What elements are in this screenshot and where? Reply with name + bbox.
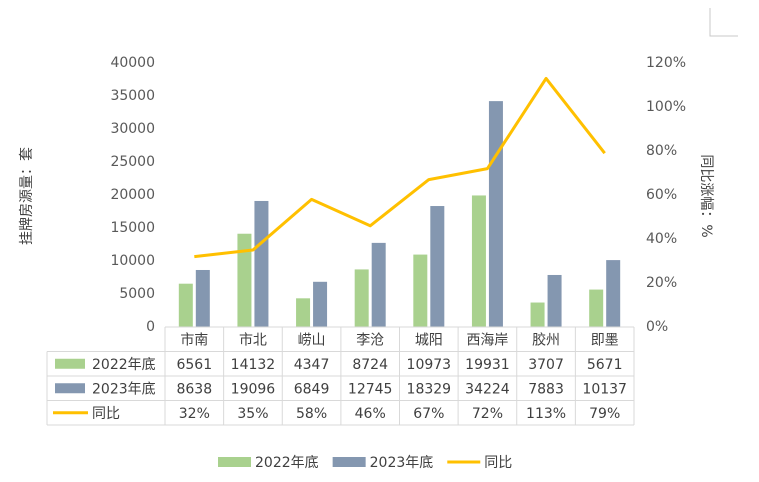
category-label: 西海岸 <box>466 332 508 348</box>
legend-label: 2023年底 <box>370 455 434 471</box>
table-cell: 35% <box>237 406 268 422</box>
table-cell: 32% <box>179 406 210 422</box>
table-cell: 5671 <box>587 357 623 373</box>
bar-1-4 <box>430 206 445 327</box>
bar-1-6 <box>547 274 562 327</box>
table-cell: 8724 <box>352 357 388 373</box>
bar-0-4 <box>413 254 428 327</box>
y-tick-label: 20000 <box>110 187 155 203</box>
bar-1-1 <box>254 200 269 327</box>
bar-0-1 <box>237 233 252 327</box>
table-cell: 10973 <box>407 357 452 373</box>
table-cell: 79% <box>589 406 620 422</box>
bar-0-2 <box>296 298 311 327</box>
right-axis-ticks: 0% 20% 40% 60% 80% 100% 120% <box>646 55 686 335</box>
line-series <box>194 76 606 259</box>
bar-1-2 <box>313 281 328 327</box>
bar-1-5 <box>488 101 503 327</box>
y-tick-label: 30000 <box>110 121 155 137</box>
table-cell: 18329 <box>407 381 452 397</box>
y2-tick-label: 60% <box>646 187 677 203</box>
bar-1-3 <box>371 242 386 327</box>
table-cell: 113% <box>526 406 566 422</box>
y2-tick-label: 80% <box>646 143 677 159</box>
y-axis-title: 挂牌房源量：套 <box>18 147 35 245</box>
legend-key <box>332 457 366 467</box>
bar-0-7 <box>589 289 604 327</box>
category-label: 市南 <box>180 331 208 348</box>
y-tick-label: 10000 <box>110 253 155 269</box>
y-tick-label: 0 <box>146 319 155 335</box>
line-0 <box>194 76 606 259</box>
table-cell: 19096 <box>231 381 276 397</box>
table-cell: 58% <box>296 406 327 422</box>
table-cell: 10137 <box>582 381 627 397</box>
y2-tick-label: 0% <box>646 319 668 335</box>
bar-1-7 <box>606 260 621 327</box>
y2-tick-label: 100% <box>646 99 686 115</box>
table-cell: 7883 <box>528 381 564 397</box>
table-cell: 34224 <box>465 381 510 397</box>
table-cell: 46% <box>355 406 386 422</box>
legend-key <box>218 457 251 467</box>
table-series-name: 2022年底 <box>92 357 156 373</box>
table-cell: 14132 <box>231 357 276 373</box>
bar-1-0 <box>195 269 210 327</box>
bar-0-3 <box>354 269 369 327</box>
category-label: 即墨 <box>591 332 619 348</box>
table-cell: 6561 <box>176 357 212 373</box>
category-label: 市北 <box>239 331 267 348</box>
category-label: 崂山 <box>298 332 326 348</box>
category-label: 城阳 <box>415 332 443 348</box>
bar-0-6 <box>530 302 545 327</box>
y-tick-label: 25000 <box>110 154 155 170</box>
table-cell: 4347 <box>294 357 330 373</box>
bar-0-0 <box>178 283 193 327</box>
y2-axis-title: 同比涨幅：% <box>698 154 714 237</box>
table-cell: 8638 <box>176 381 212 397</box>
bar-0-5 <box>471 195 486 327</box>
table-series-name: 同比 <box>92 406 120 422</box>
table-cell: 3707 <box>528 357 564 373</box>
table-series-name: 2023年底 <box>92 381 156 397</box>
y2-tick-label: 20% <box>646 275 677 291</box>
table-legend-key <box>55 383 85 394</box>
table-cell: 12745 <box>348 381 393 397</box>
table-cell: 19931 <box>465 357 510 373</box>
legend: 2022年底 2023年底 同比 <box>218 455 512 471</box>
bar-series <box>178 101 621 327</box>
legend-label: 同比 <box>484 455 512 471</box>
y2-tick-label: 120% <box>646 55 686 71</box>
left-axis-ticks: 0 5000 10000 15000 20000 25000 30000 35000 40000 <box>110 55 155 335</box>
y2-tick-label: 40% <box>646 231 677 247</box>
corner-mark <box>709 8 738 37</box>
table-cell: 67% <box>413 406 444 422</box>
y-tick-label: 40000 <box>110 55 155 71</box>
table-cell: 72% <box>472 406 503 422</box>
category-label: 胶州 <box>532 331 560 348</box>
data-table: 市南 市北 崂山 李沧 城阳 西海岸 胶州 即墨 2022年底 6561 14132 4347 8724… <box>46 326 635 426</box>
category-label: 李沧 <box>356 331 384 348</box>
y-tick-label: 15000 <box>110 220 155 236</box>
y-tick-label: 5000 <box>119 286 155 302</box>
table-legend-key <box>55 358 85 369</box>
table-cell: 6849 <box>294 381 330 397</box>
legend-label: 2022年底 <box>255 455 319 471</box>
y-tick-label: 35000 <box>110 88 155 104</box>
